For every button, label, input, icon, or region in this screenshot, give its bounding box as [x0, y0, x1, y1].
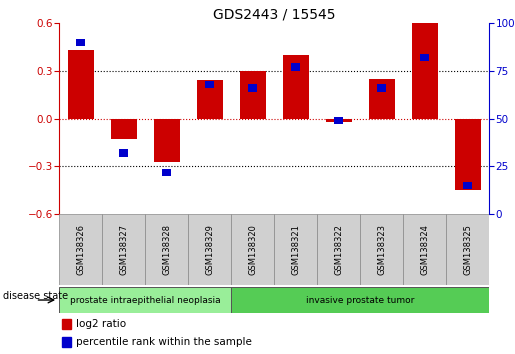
Bar — [326, 119, 352, 122]
FancyBboxPatch shape — [231, 214, 274, 285]
FancyBboxPatch shape — [59, 287, 231, 313]
Bar — [154, 119, 180, 161]
Text: GSM138328: GSM138328 — [162, 224, 171, 275]
Bar — [455, 119, 480, 190]
Bar — [119, 149, 128, 156]
Bar — [463, 182, 472, 189]
Bar — [369, 79, 394, 119]
Bar — [283, 55, 308, 119]
Bar — [291, 63, 300, 70]
Text: GSM138321: GSM138321 — [291, 224, 300, 275]
Text: GSM138324: GSM138324 — [420, 224, 429, 275]
FancyBboxPatch shape — [317, 214, 360, 285]
Bar — [162, 169, 171, 176]
FancyBboxPatch shape — [446, 214, 489, 285]
Text: prostate intraepithelial neoplasia: prostate intraepithelial neoplasia — [70, 296, 220, 304]
Bar — [377, 84, 386, 92]
Title: GDS2443 / 15545: GDS2443 / 15545 — [213, 8, 335, 22]
Text: GSM138320: GSM138320 — [248, 224, 257, 275]
Text: invasive prostate tumor: invasive prostate tumor — [306, 296, 415, 304]
Text: GSM138326: GSM138326 — [76, 224, 85, 275]
FancyBboxPatch shape — [403, 214, 446, 285]
Text: GSM138329: GSM138329 — [205, 224, 214, 275]
Text: GSM138325: GSM138325 — [464, 224, 472, 275]
Bar — [205, 81, 214, 88]
Bar — [68, 50, 94, 119]
Bar — [197, 80, 222, 119]
Bar — [248, 84, 258, 92]
FancyBboxPatch shape — [102, 214, 145, 285]
Bar — [62, 337, 71, 347]
Bar — [420, 54, 430, 61]
Text: log2 ratio: log2 ratio — [76, 319, 126, 329]
Bar — [111, 119, 136, 139]
Text: GSM138322: GSM138322 — [334, 224, 343, 275]
Bar — [334, 117, 344, 124]
Bar — [76, 39, 85, 46]
FancyBboxPatch shape — [360, 214, 403, 285]
Bar — [240, 71, 266, 119]
FancyBboxPatch shape — [59, 214, 102, 285]
FancyBboxPatch shape — [188, 214, 231, 285]
Bar — [412, 23, 438, 119]
FancyBboxPatch shape — [231, 287, 489, 313]
Text: percentile rank within the sample: percentile rank within the sample — [76, 337, 252, 347]
Text: GSM138327: GSM138327 — [119, 224, 128, 275]
FancyBboxPatch shape — [145, 214, 188, 285]
FancyBboxPatch shape — [274, 214, 317, 285]
Text: disease state: disease state — [3, 291, 67, 302]
Bar — [62, 319, 71, 329]
Text: GSM138323: GSM138323 — [377, 224, 386, 275]
